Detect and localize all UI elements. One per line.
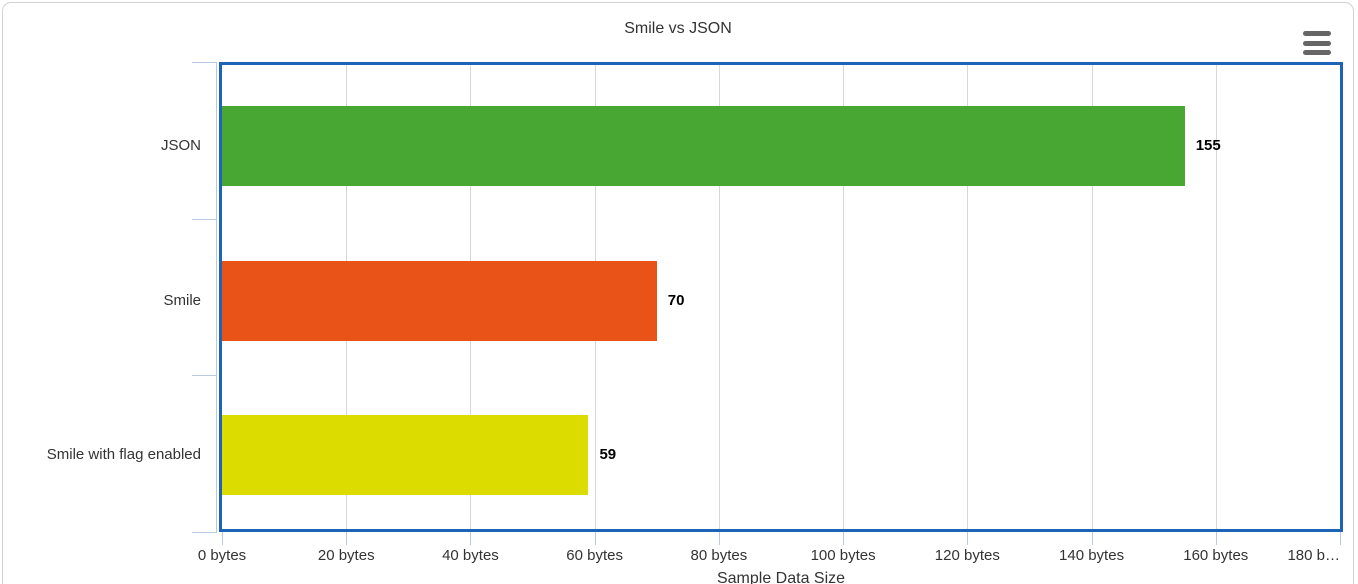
data-label-smile: 70 <box>667 292 685 309</box>
bar-smile[interactable] <box>222 261 657 341</box>
x-axis-tick <box>967 532 969 545</box>
y-axis-tick <box>192 218 217 220</box>
x-tick-label: 160 bytes <box>1183 547 1249 564</box>
data-label-json: 155 <box>1195 137 1221 154</box>
x-axis-tick <box>718 532 720 545</box>
x-tick-label: 60 bytes <box>566 547 624 564</box>
x-tick-label: 40 bytes <box>442 547 499 564</box>
x-tick-label: 80 bytes <box>690 547 748 564</box>
category-label-smile: Smile <box>163 292 201 309</box>
y-axis-tick <box>192 532 217 533</box>
x-axis-tick <box>346 532 348 545</box>
y-axis-line <box>216 62 217 532</box>
x-tick-label: 100 bytes <box>810 547 876 564</box>
gridline <box>967 65 969 529</box>
y-axis-tick <box>192 375 217 377</box>
x-axis-tick <box>843 532 845 545</box>
x-tick-label: 20 bytes <box>317 547 375 564</box>
bar-smile-with-flag-enabled[interactable] <box>222 415 589 495</box>
x-tick-label: 180 b… <box>1287 547 1340 564</box>
x-tick-label: 0 bytes <box>197 547 247 564</box>
category-label-smile-with-flag-enabled: Smile with flag enabled <box>46 446 201 463</box>
x-axis-tick <box>594 532 596 545</box>
x-axis-tick <box>222 532 223 545</box>
x-axis-tick <box>1340 532 1341 545</box>
chart-context-menu-button[interactable] <box>1301 29 1333 57</box>
x-tick-label: 120 bytes <box>934 547 1000 564</box>
x-axis-tick <box>1091 532 1093 545</box>
x-axis-title: Sample Data Size <box>716 570 846 584</box>
category-label-json: JSON <box>160 137 201 154</box>
chart-title: Smile vs JSON <box>624 20 732 37</box>
gridline <box>1215 65 1217 529</box>
bar-json[interactable] <box>222 106 1185 186</box>
data-label-smile-with-flag-enabled: 59 <box>599 446 617 463</box>
x-axis-tick <box>470 532 472 545</box>
gridline <box>843 65 845 529</box>
x-axis-tick <box>1215 532 1217 545</box>
gridline <box>718 65 720 529</box>
x-tick-label: 140 bytes <box>1059 547 1125 564</box>
plot-area <box>219 62 1343 532</box>
gridline <box>1091 65 1093 529</box>
y-axis-tick <box>192 62 217 63</box>
